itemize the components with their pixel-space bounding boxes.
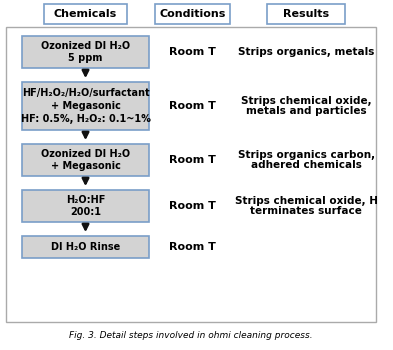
Bar (22, 190, 149, 222)
Bar (154, 4, 230, 24)
Text: Room T: Room T (169, 155, 216, 165)
Text: Ozonized DI H₂O
+ Megasonic: Ozonized DI H₂O + Megasonic (41, 149, 130, 172)
Text: adhered chemicals: adhered chemicals (251, 160, 362, 170)
Text: Room T: Room T (169, 201, 216, 211)
Text: Room T: Room T (169, 101, 216, 111)
Text: Strips organics carbon,: Strips organics carbon, (238, 150, 375, 160)
Text: Fig. 3. Detail steps involved in ohmi cleaning process.: Fig. 3. Detail steps involved in ohmi cl… (69, 331, 312, 341)
Bar (6, 27, 376, 322)
Text: Ozonized DI H₂O
5 ppm: Ozonized DI H₂O 5 ppm (41, 41, 130, 63)
Text: DI H₂O Rinse: DI H₂O Rinse (51, 242, 120, 252)
Text: H₂O:HF
200:1: H₂O:HF 200:1 (66, 195, 105, 217)
Bar (22, 144, 149, 176)
Text: Strips chemical oxide,: Strips chemical oxide, (241, 96, 371, 106)
Text: Chemicals: Chemicals (54, 9, 117, 19)
Bar (22, 82, 149, 130)
Text: Strips organics, metals: Strips organics, metals (238, 47, 374, 57)
Text: Room T: Room T (169, 47, 216, 57)
Bar (22, 236, 149, 258)
Text: Room T: Room T (169, 242, 216, 252)
Bar (267, 4, 345, 24)
Text: metals and particles: metals and particles (246, 106, 366, 116)
Bar (44, 4, 127, 24)
Text: Strips chemical oxide, H: Strips chemical oxide, H (235, 196, 378, 206)
Text: terminates surface: terminates surface (250, 206, 362, 216)
Text: HF/H₂O₂/H₂O/surfactant
+ Megasonic
HF: 0.5%, H₂O₂: 0.1~1%: HF/H₂O₂/H₂O/surfactant + Megasonic HF: 0… (20, 88, 151, 124)
Text: Results: Results (283, 9, 329, 19)
Text: Conditions: Conditions (159, 9, 226, 19)
Bar (22, 36, 149, 68)
